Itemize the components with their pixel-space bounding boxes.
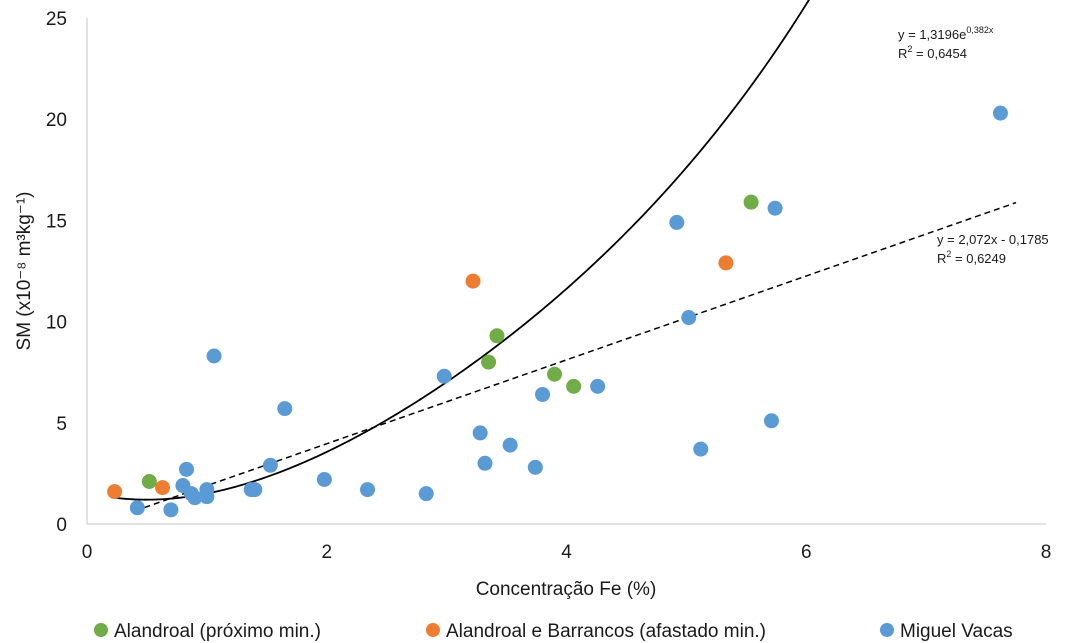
linear-r2-sup: 2 bbox=[946, 249, 951, 259]
legend: Alandroal (próximo min.) Alandroal e Bar… bbox=[94, 621, 1013, 642]
data-point-series-0 bbox=[141, 473, 157, 489]
y-tick-label: 10 bbox=[46, 313, 67, 334]
data-point-series-2 bbox=[767, 200, 783, 216]
data-point-series-2 bbox=[669, 214, 685, 230]
linear-trendline bbox=[134, 201, 1017, 512]
data-point-series-1 bbox=[465, 273, 481, 289]
x-tick-label: 6 bbox=[801, 542, 812, 563]
legend-label-alandroal-proximo: Alandroal (próximo min.) bbox=[114, 621, 321, 642]
x-tick-label: 2 bbox=[321, 542, 332, 563]
data-point-series-1 bbox=[718, 255, 734, 271]
data-point-series-2 bbox=[502, 437, 518, 453]
exp-equation-exponent: 0,382x bbox=[966, 25, 994, 35]
data-point-series-2 bbox=[693, 441, 709, 457]
data-point-series-0 bbox=[489, 328, 505, 344]
data-point-series-0 bbox=[547, 366, 563, 382]
data-point-series-2 bbox=[527, 459, 543, 475]
data-point-series-2 bbox=[535, 386, 551, 402]
linear-r2-value: = 0,6249 bbox=[951, 251, 1006, 266]
data-point-series-0 bbox=[743, 194, 759, 210]
legend-item-miguel-vacas: Miguel Vacas bbox=[880, 621, 1013, 642]
legend-item-alandroal-proximo: Alandroal (próximo min.) bbox=[94, 621, 321, 642]
x-tick-labels: 0 2 4 6 8 bbox=[82, 542, 1052, 563]
data-point-series-2 bbox=[316, 471, 332, 487]
data-point-series-2 bbox=[763, 413, 779, 429]
data-point-series-0 bbox=[481, 354, 497, 370]
linear-equation-label: y = 2,072x - 0,1785 R2 = 0,6249 bbox=[937, 232, 1049, 266]
y-tick-labels: 0 5 10 15 20 25 bbox=[46, 9, 67, 536]
legend-label-alandroal-barrancos: Alandroal e Barrancos (afastado min.) bbox=[446, 621, 766, 642]
legend-item-alandroal-barrancos: Alandroal e Barrancos (afastado min.) bbox=[426, 621, 766, 642]
data-point-series-2 bbox=[681, 310, 697, 326]
exp-equation: y = 1,3196e bbox=[898, 27, 966, 42]
linear-r2-prefix: R bbox=[937, 251, 946, 266]
svg-text:y = 2,072x - 0,1785: y = 2,072x - 0,1785 bbox=[937, 232, 1049, 247]
linear-equation: y = 2,072x - 0,1785 bbox=[937, 232, 1049, 247]
data-point-series-2 bbox=[163, 502, 179, 518]
x-tick-label: 8 bbox=[1041, 542, 1052, 563]
exp-r2-prefix: R bbox=[898, 46, 907, 61]
x-axis-title: Concentração Fe (%) bbox=[476, 579, 657, 600]
data-point-series-2 bbox=[477, 455, 493, 471]
svg-text:R2 = 0,6249: R2 = 0,6249 bbox=[937, 249, 1006, 266]
legend-marker-miguel-vacas bbox=[880, 623, 894, 637]
exp-r2-value: = 0,6454 bbox=[912, 46, 967, 61]
exp-r2-sup: 2 bbox=[907, 44, 912, 54]
svg-text:y = 1,3196e0,382x: y = 1,3196e0,382x bbox=[898, 25, 994, 42]
x-tick-label: 0 bbox=[82, 542, 93, 563]
data-point-series-2 bbox=[992, 105, 1008, 121]
y-tick-label: 0 bbox=[56, 515, 67, 536]
plot-area bbox=[86, 18, 1046, 525]
y-tick-label: 5 bbox=[56, 414, 67, 435]
data-point-series-2 bbox=[360, 482, 376, 498]
svg-text:R2 = 0,6454: R2 = 0,6454 bbox=[898, 44, 967, 61]
data-point-series-2 bbox=[206, 348, 222, 364]
data-point-series-2 bbox=[277, 401, 293, 417]
y-tick-label: 25 bbox=[46, 9, 67, 30]
data-points bbox=[107, 105, 1008, 518]
y-axis-title: SM (x10⁻⁸ m³kg⁻¹) bbox=[14, 192, 35, 351]
trend-lines bbox=[113, 0, 1017, 512]
exponential-trendline bbox=[113, 0, 810, 501]
data-point-series-2 bbox=[590, 378, 606, 394]
data-point-series-2 bbox=[436, 368, 452, 384]
data-point-series-2 bbox=[187, 490, 203, 506]
legend-label-miguel-vacas: Miguel Vacas bbox=[900, 621, 1013, 642]
x-tick-label: 4 bbox=[561, 542, 572, 563]
data-point-series-0 bbox=[566, 378, 582, 394]
legend-marker-alandroal-barrancos bbox=[426, 623, 440, 637]
data-point-series-1 bbox=[155, 480, 171, 496]
y-tick-label: 20 bbox=[46, 110, 67, 131]
y-tick-label: 15 bbox=[46, 211, 67, 232]
data-point-series-2 bbox=[199, 489, 215, 505]
data-point-series-2 bbox=[178, 461, 194, 477]
data-point-series-2 bbox=[418, 486, 434, 502]
data-point-series-2 bbox=[247, 482, 263, 498]
data-point-series-2 bbox=[129, 500, 145, 516]
data-point-series-2 bbox=[472, 425, 488, 441]
data-point-series-1 bbox=[107, 484, 123, 500]
exponential-equation-label: y = 1,3196e0,382x R2 = 0,6454 bbox=[898, 25, 994, 61]
legend-marker-alandroal-proximo bbox=[94, 623, 108, 637]
data-point-series-2 bbox=[262, 457, 278, 473]
